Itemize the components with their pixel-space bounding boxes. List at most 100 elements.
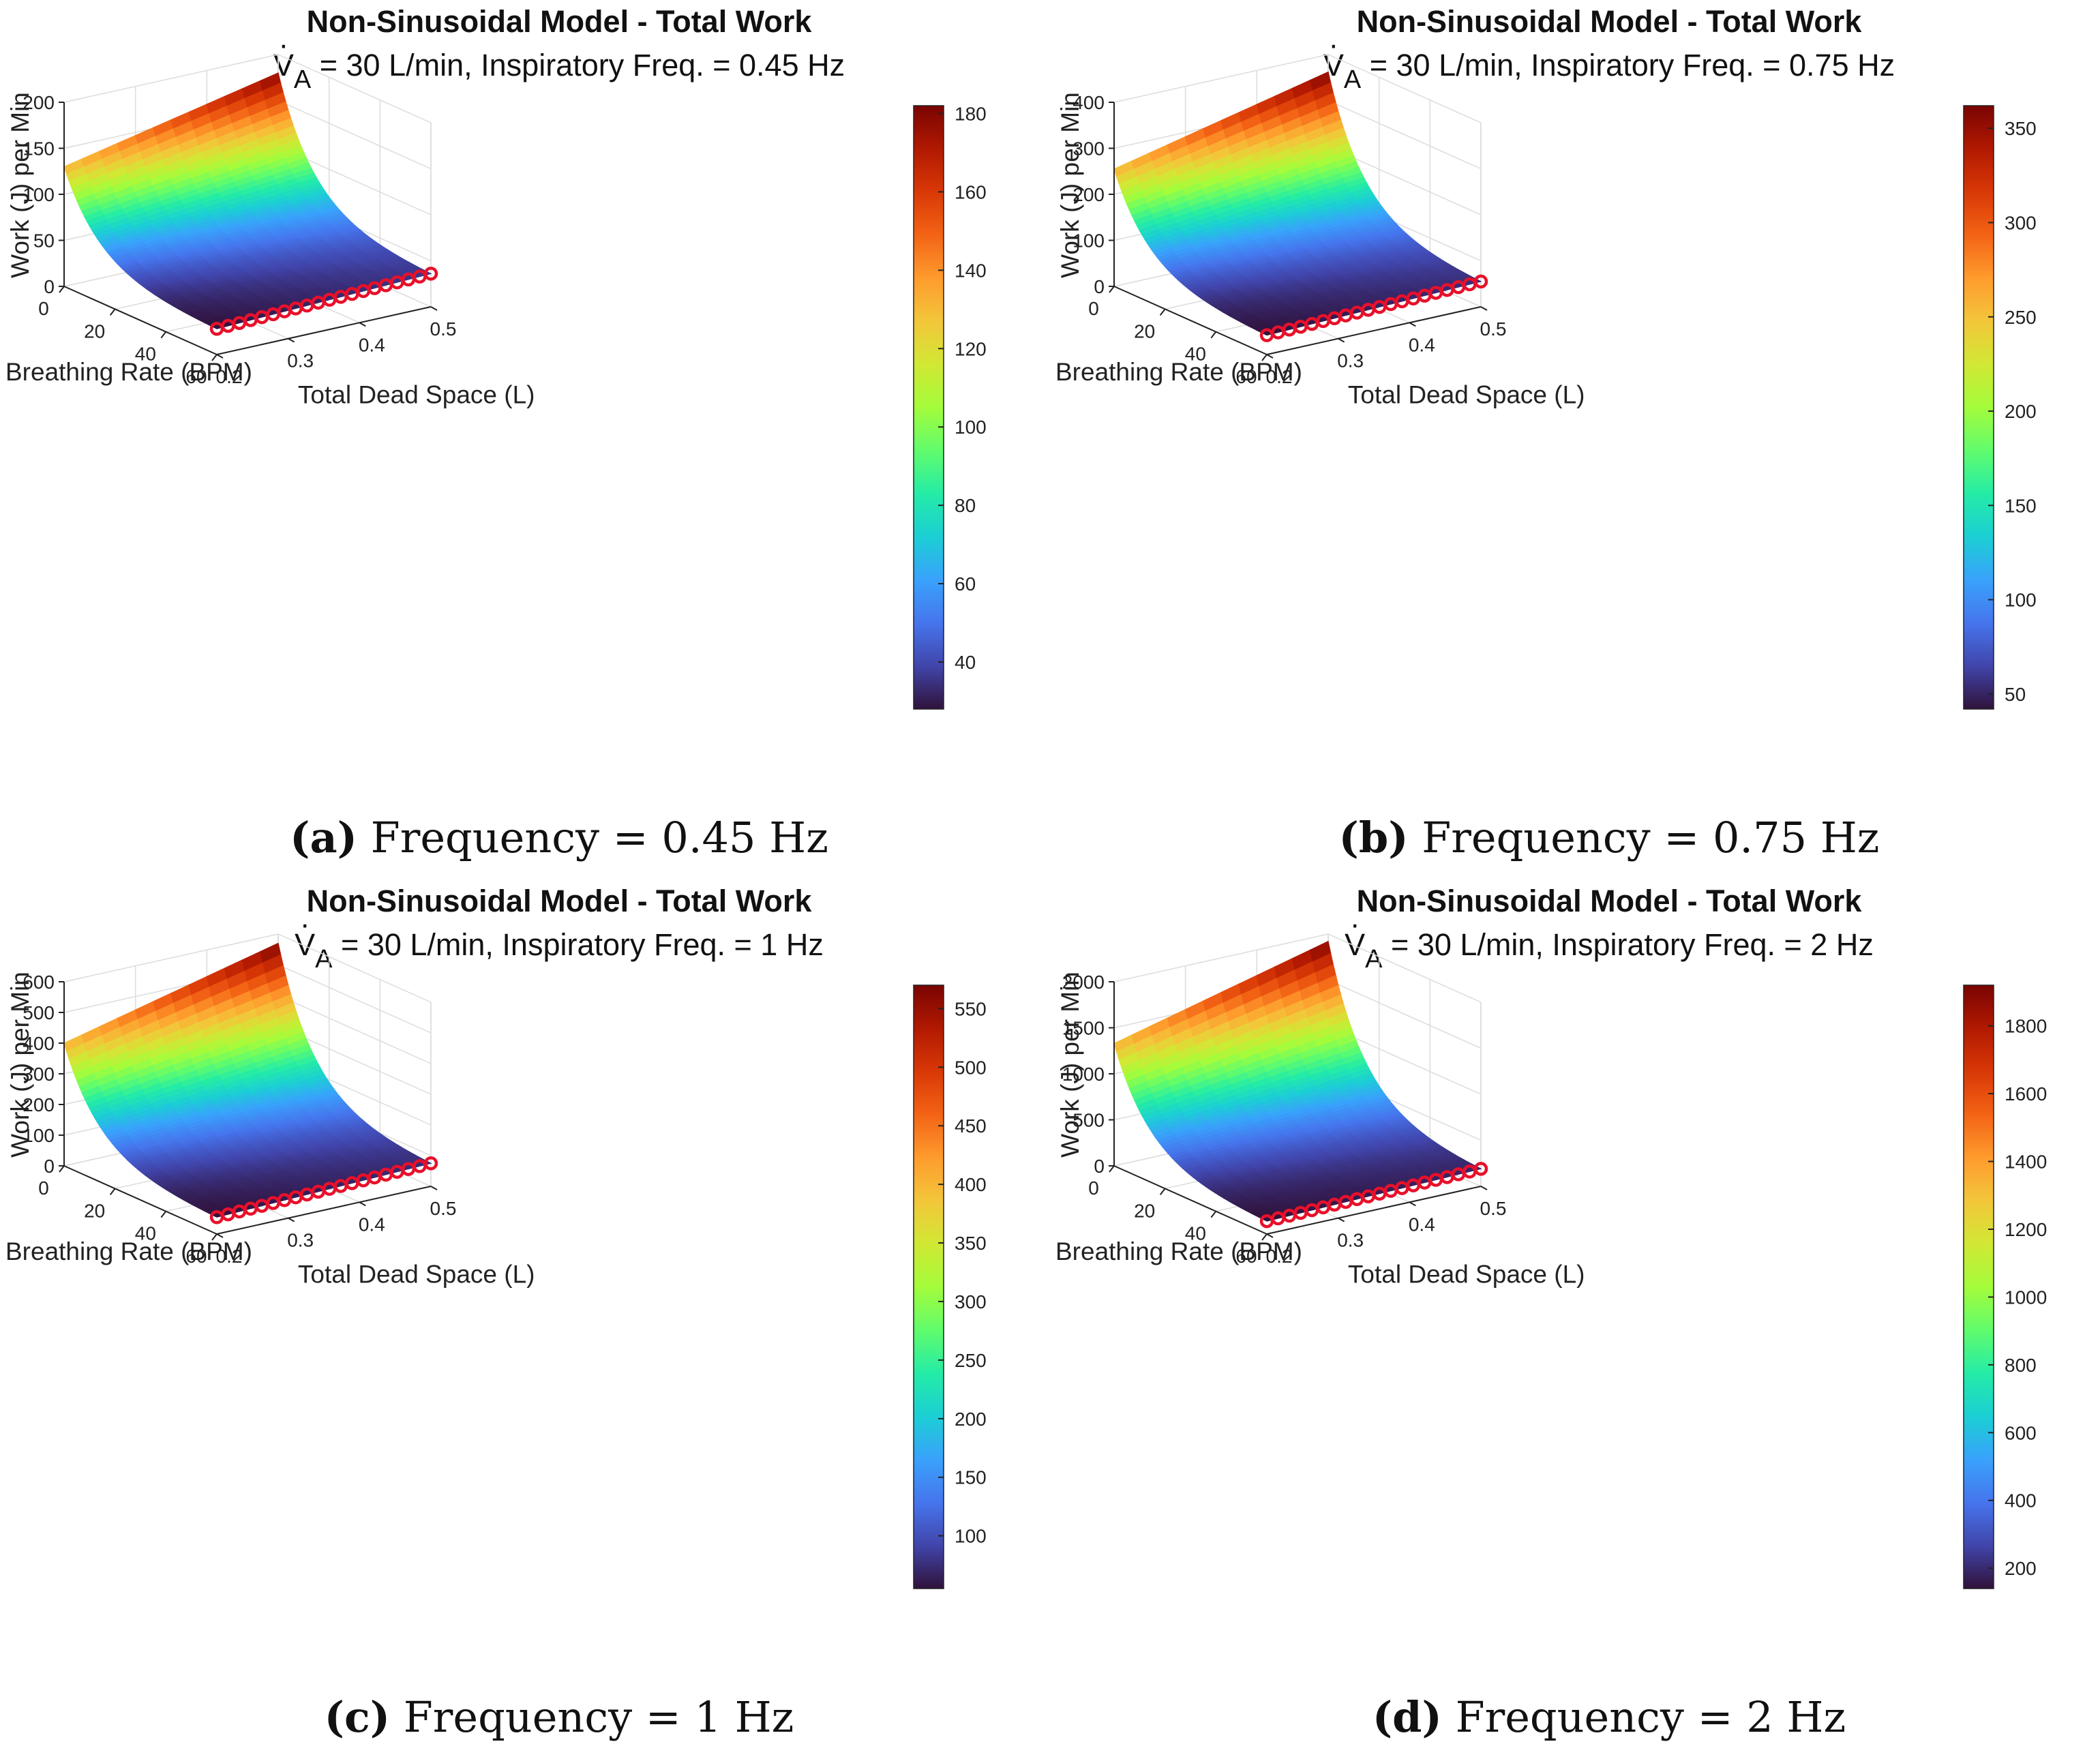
panel-d: Non-Sinusoidal Model - Total Work VA = 3… xyxy=(1050,879,2100,1759)
x-tick-label: 20 xyxy=(84,1200,105,1221)
y-tick xyxy=(359,322,366,327)
y-tick xyxy=(288,337,295,343)
surface-plot: 0 100 200 300 400 0 20 40 60 0.2 0.3 0.4 0.5 Work (J)… xyxy=(1055,54,2037,710)
figure-caption: (b) Frequency = 0.75 Hz xyxy=(1050,813,2100,862)
chart-title: Non-Sinusoidal Model - Total Work xyxy=(306,884,812,918)
y-tick xyxy=(430,1186,438,1190)
y-tick xyxy=(359,1201,366,1207)
x-tick-label: 0 xyxy=(1088,1177,1099,1199)
caption-text: Frequency = 0.75 Hz xyxy=(1408,813,1880,862)
colorbar-tick-label: 250 xyxy=(2005,307,2037,328)
z-tick-label: 100 xyxy=(22,184,55,205)
x-tick xyxy=(109,1188,116,1195)
optimal-marker xyxy=(423,267,438,281)
y-tick-label: 0.5 xyxy=(430,318,457,340)
axes: 0 50 100 150 200 0 20 40 60 0.2 0.3 0.4 0.5 Work (J) … xyxy=(5,92,535,409)
z-tick-label: 0 xyxy=(1094,276,1105,297)
colorbar-tick-label: 400 xyxy=(955,1174,987,1195)
z-axis-label: Work (J) per Min xyxy=(6,92,34,278)
z-tick-label: 50 xyxy=(33,230,55,252)
x-tick-label: 0 xyxy=(38,1177,49,1199)
x-axis-line xyxy=(63,1165,217,1235)
z-tick-label: 150 xyxy=(22,138,55,160)
z-tick-label: 100 xyxy=(1072,230,1105,252)
x-tick xyxy=(1261,1233,1268,1241)
colorbar-tick-label: 500 xyxy=(955,1057,987,1078)
y-tick-label: 0.3 xyxy=(287,1230,314,1251)
colorbar-scale xyxy=(1963,105,1994,710)
caption-label: (b) xyxy=(1338,813,1409,862)
caption-text: Frequency = 0.45 Hz xyxy=(357,813,828,862)
colorbar-tick-label: 100 xyxy=(955,1526,987,1547)
surface-plot: 0 100 200 300 400 500 600 0 20 40 60 0.2 0.3 0.4 0.5 Wo… xyxy=(5,933,987,1589)
optimal-markers xyxy=(1259,1162,1488,1229)
y-tick xyxy=(216,1233,224,1238)
z-tick-label: 100 xyxy=(22,1125,55,1146)
surface xyxy=(63,942,432,1218)
y-axis-line xyxy=(216,1186,432,1235)
y-tick xyxy=(1409,322,1416,327)
z-axis-label: Work (J) per Min xyxy=(6,972,34,1158)
colorbar-tick-label: 800 xyxy=(2005,1355,2037,1376)
x-tick xyxy=(160,1211,167,1218)
x-tick xyxy=(59,286,65,293)
optimal-marker xyxy=(1473,1162,1488,1176)
y-axis-line xyxy=(1266,1186,1482,1235)
y-tick xyxy=(288,1217,295,1222)
x-tick-label: 0 xyxy=(38,298,49,319)
x-axis-label: Breathing Rate (BPM) xyxy=(1055,1237,1302,1265)
colorbar-tick-label: 600 xyxy=(2005,1422,2037,1443)
chart-subtitle: VA = 30 L/min, Inspiratory Freq. = 2 Hz xyxy=(1050,927,2100,974)
z-tick-label: 1000 xyxy=(1062,1064,1105,1085)
colorbar-tick-label: 1400 xyxy=(2005,1152,2047,1173)
x-tick xyxy=(59,1165,65,1173)
y-tick-label: 0.4 xyxy=(359,334,385,355)
x-tick xyxy=(211,1233,217,1241)
y-tick-label: 0.2 xyxy=(216,1246,243,1267)
colorbar-tick-label: 200 xyxy=(955,1409,987,1430)
colorbar-scale xyxy=(1963,984,1994,1589)
x-tick xyxy=(1109,1165,1115,1173)
x-tick-label: 60 xyxy=(185,1246,207,1267)
caption-label: (d) xyxy=(1372,1692,1442,1742)
x-tick-label: 40 xyxy=(135,1223,156,1244)
caption-label: (a) xyxy=(290,813,357,862)
x-tick-label: 40 xyxy=(135,344,156,365)
x-tick-label: 20 xyxy=(1134,1200,1155,1221)
x-tick xyxy=(1109,286,1115,293)
x-tick xyxy=(211,354,217,361)
z-tick-label: 200 xyxy=(22,1094,55,1115)
figure-caption: (d) Frequency = 2 Hz xyxy=(1050,1692,2100,1742)
subtitle-text: = 30 L/min, Inspiratory Freq. = 2 Hz xyxy=(1382,927,1874,962)
chart-title: Non-Sinusoidal Model - Total Work xyxy=(1356,884,1862,918)
x-tick-label: 60 xyxy=(185,366,207,387)
colorbar-tick-label: 120 xyxy=(955,338,987,359)
colorbar: 40 60 80 100 120 140 160 180 xyxy=(913,103,987,710)
x-tick-label: 40 xyxy=(1185,344,1206,365)
colorbar-tick-label: 160 xyxy=(955,181,987,202)
colorbar-tick-label: 100 xyxy=(2005,590,2037,611)
x-tick xyxy=(160,331,167,339)
x-tick-label: 0 xyxy=(1088,298,1099,319)
surface xyxy=(1113,940,1482,1222)
colorbar-tick-label: 180 xyxy=(955,103,987,124)
caption-label: (c) xyxy=(324,1692,391,1742)
colorbar-tick-label: 250 xyxy=(955,1350,987,1371)
flow-subscript: A xyxy=(293,65,312,94)
panel-b: Non-Sinusoidal Model - Total Work VA = 3… xyxy=(1050,0,2100,879)
chart-subtitle: VA = 30 L/min, Inspiratory Freq. = 0.75 … xyxy=(1050,48,2100,94)
colorbar-tick-label: 50 xyxy=(2005,684,2026,705)
surface-plot: 0 500 1000 1500 2000 0 20 40 60 0.2 0.3 0.4 0.5 Work … xyxy=(1055,933,2047,1589)
z-tick-label: 300 xyxy=(22,1064,55,1085)
z-tick-label: 0 xyxy=(44,276,55,297)
z-tick-label: 400 xyxy=(22,1033,55,1054)
y-tick-label: 0.4 xyxy=(1409,1214,1435,1235)
y-tick-label: 0.2 xyxy=(1266,1246,1293,1267)
colorbar-tick-label: 200 xyxy=(2005,401,2037,422)
y-tick xyxy=(1338,1217,1345,1222)
z-tick-label: 2000 xyxy=(1062,972,1105,993)
x-tick-label: 60 xyxy=(1235,366,1257,387)
y-tick xyxy=(1409,1201,1416,1207)
y-tick-label: 0.3 xyxy=(1337,350,1364,372)
z-tick-label: 200 xyxy=(1072,184,1105,205)
